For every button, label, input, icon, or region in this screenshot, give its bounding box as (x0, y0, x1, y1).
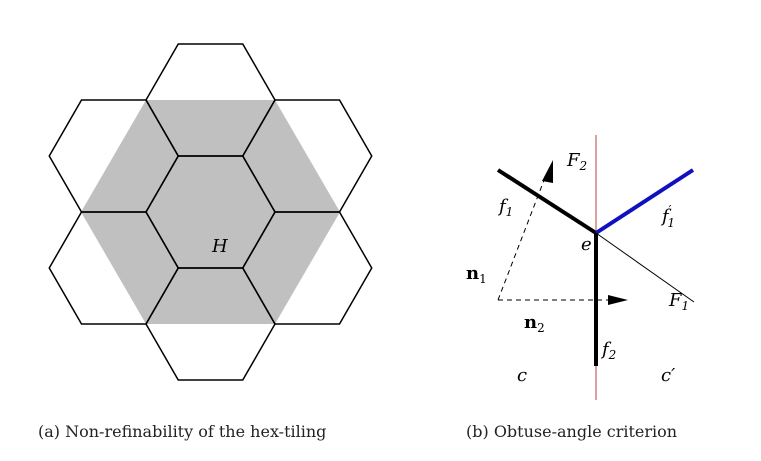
label-n2: n2 (524, 312, 545, 335)
arrowhead-n1 (542, 160, 553, 183)
neighbor-hexagon (241, 211, 373, 325)
caption-b: (b) Obtuse-angle criterion (466, 422, 678, 441)
hex-tiling (48, 43, 373, 381)
edge-f1-prime (594, 168, 695, 235)
label-n1: n1 (466, 263, 487, 286)
label-c: c (517, 365, 527, 386)
gray-region (81, 100, 340, 324)
label-f2: f2 (600, 339, 616, 362)
label-F1: F1 (668, 290, 689, 313)
label-f1-prime: f′ 1 (660, 203, 675, 230)
label-f1: f1 (497, 196, 513, 219)
dashed-n1 (497, 174, 547, 301)
label-H: H (211, 236, 228, 257)
label-c-prime: c′ (661, 365, 675, 386)
label-e: e (581, 234, 592, 255)
label-F2: F2 (566, 150, 587, 173)
obtuse-angle-diagram: F2 f1 f′ 1 e n1 F1 n2 f2 c c′ (466, 135, 695, 400)
arrowhead-n2 (608, 295, 628, 305)
neighbor-hexagon (48, 211, 180, 325)
caption-a: (a) Non-refinability of the hex-tiling (38, 422, 327, 441)
edge-f1 (496, 168, 598, 235)
edge-F1 (595, 232, 695, 303)
